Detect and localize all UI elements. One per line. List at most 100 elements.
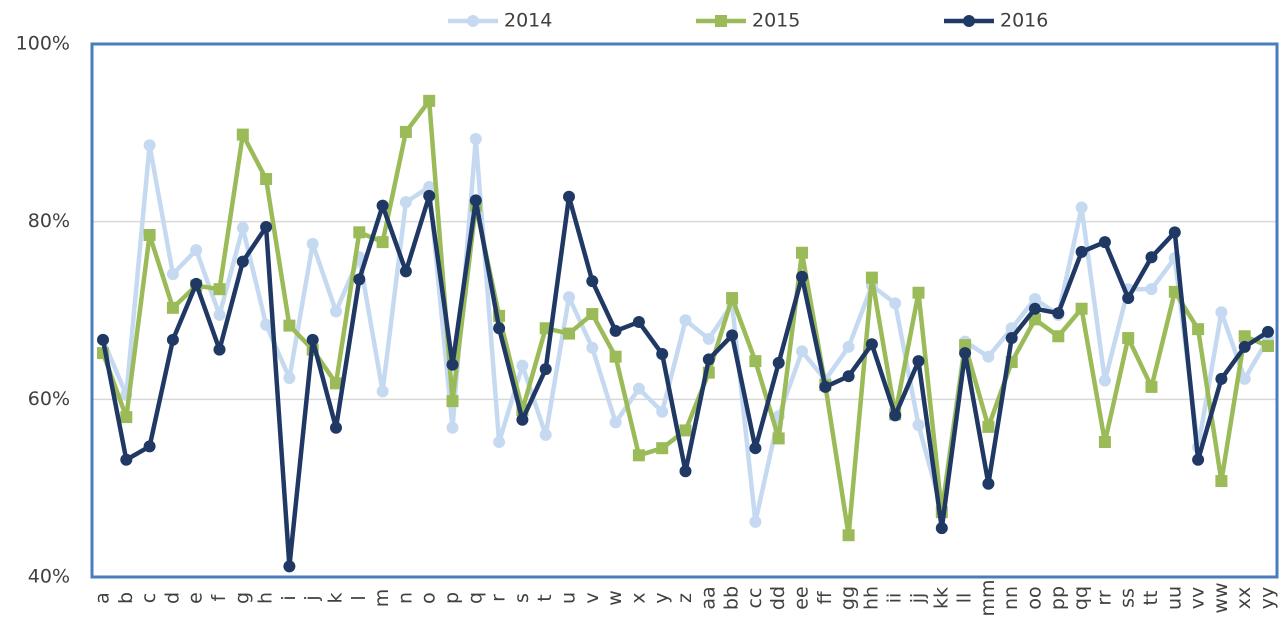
x-tick-label: y	[651, 592, 673, 603]
x-tick-label: tt	[1140, 591, 1162, 606]
data-point	[656, 348, 669, 361]
data-point	[959, 347, 972, 360]
data-point	[772, 432, 785, 445]
data-point	[120, 453, 133, 466]
data-point	[1238, 340, 1251, 353]
x-tick-label: m	[371, 589, 393, 608]
data-point	[586, 341, 599, 354]
data-point	[889, 297, 902, 310]
data-point	[330, 305, 342, 318]
data-point	[1262, 325, 1274, 338]
x-tick-label: ss	[1117, 588, 1139, 608]
data-point	[1262, 340, 1274, 353]
data-point	[283, 319, 296, 332]
data-point	[143, 440, 156, 453]
data-point	[493, 435, 506, 448]
data-point	[1192, 453, 1205, 466]
data-point	[493, 322, 506, 335]
data-point	[399, 125, 412, 138]
data-point	[330, 421, 342, 434]
x-tick-label: a	[92, 592, 114, 604]
data-point	[353, 273, 366, 286]
x-tick-label: ww	[1210, 582, 1232, 613]
x-tick-label: h	[255, 592, 277, 604]
x-tick-label: t	[534, 594, 556, 601]
data-point	[1238, 330, 1251, 343]
x-tick-label: c	[138, 593, 160, 603]
x-tick-label: nn	[1000, 586, 1022, 610]
x-tick-label: hh	[860, 586, 882, 610]
data-point	[1075, 245, 1088, 258]
data-point	[609, 324, 622, 337]
data-point	[1098, 435, 1111, 448]
data-point	[1145, 380, 1158, 393]
x-tick-label: rr	[1093, 590, 1115, 605]
data-point	[796, 246, 808, 259]
data-point	[1098, 236, 1111, 249]
data-point	[656, 405, 669, 418]
y-tick-label: 60%	[28, 388, 70, 410]
x-tick-label: z	[674, 593, 696, 603]
x-tick-label: gg	[837, 586, 859, 610]
data-point	[143, 139, 156, 152]
data-point	[1168, 285, 1181, 298]
data-point	[656, 442, 669, 455]
x-tick-label: e	[185, 592, 207, 604]
x-tick-label: k	[325, 592, 347, 603]
data-point	[236, 255, 249, 268]
x-tick-label: uu	[1163, 586, 1185, 610]
x-tick-label: d	[161, 592, 183, 604]
data-point	[516, 413, 529, 426]
data-point	[1215, 306, 1228, 319]
data-point	[1215, 372, 1228, 385]
data-point	[842, 370, 855, 383]
data-point	[166, 301, 179, 314]
x-tick-label: f	[208, 593, 230, 601]
data-point	[260, 318, 273, 331]
data-point	[236, 128, 249, 141]
data-point	[1005, 332, 1018, 345]
legend-marker	[467, 15, 479, 27]
data-point	[749, 442, 762, 455]
data-point	[376, 236, 389, 249]
data-point	[796, 270, 808, 283]
data-point	[353, 226, 366, 239]
y-tick-label: 40%	[28, 566, 70, 588]
x-tick-label: n	[394, 592, 416, 604]
data-point	[1122, 292, 1135, 305]
x-tick-label: mm	[977, 579, 999, 616]
data-point	[726, 292, 739, 305]
x-tick-label: j	[301, 595, 323, 601]
data-point	[330, 377, 342, 390]
data-point	[935, 522, 948, 535]
data-point	[213, 343, 226, 356]
data-point	[260, 173, 273, 186]
x-tick-label: i	[278, 595, 300, 600]
x-tick-label: ff	[814, 591, 836, 605]
x-tick-label: aa	[697, 586, 719, 609]
x-tick-label: xx	[1233, 587, 1255, 610]
data-point	[1122, 332, 1135, 345]
data-point	[1029, 302, 1041, 315]
x-tick-label: g	[231, 592, 253, 604]
data-point	[423, 94, 436, 107]
data-point	[679, 465, 692, 478]
data-point	[143, 228, 156, 241]
data-point	[399, 265, 412, 278]
data-point	[889, 409, 902, 422]
legend-label: 2014	[504, 10, 552, 32]
data-point	[1052, 307, 1065, 320]
data-point	[819, 380, 832, 393]
x-tick-label: q	[464, 592, 486, 604]
data-point	[982, 420, 995, 433]
data-point	[563, 291, 575, 304]
data-point	[609, 416, 622, 429]
data-point	[1052, 330, 1065, 343]
data-point	[423, 181, 436, 194]
x-tick-label: cc	[744, 588, 766, 609]
data-point	[726, 329, 739, 342]
data-point	[1145, 251, 1158, 264]
data-point	[469, 133, 482, 146]
legend-label: 2016	[1000, 10, 1048, 32]
data-point	[423, 189, 436, 202]
